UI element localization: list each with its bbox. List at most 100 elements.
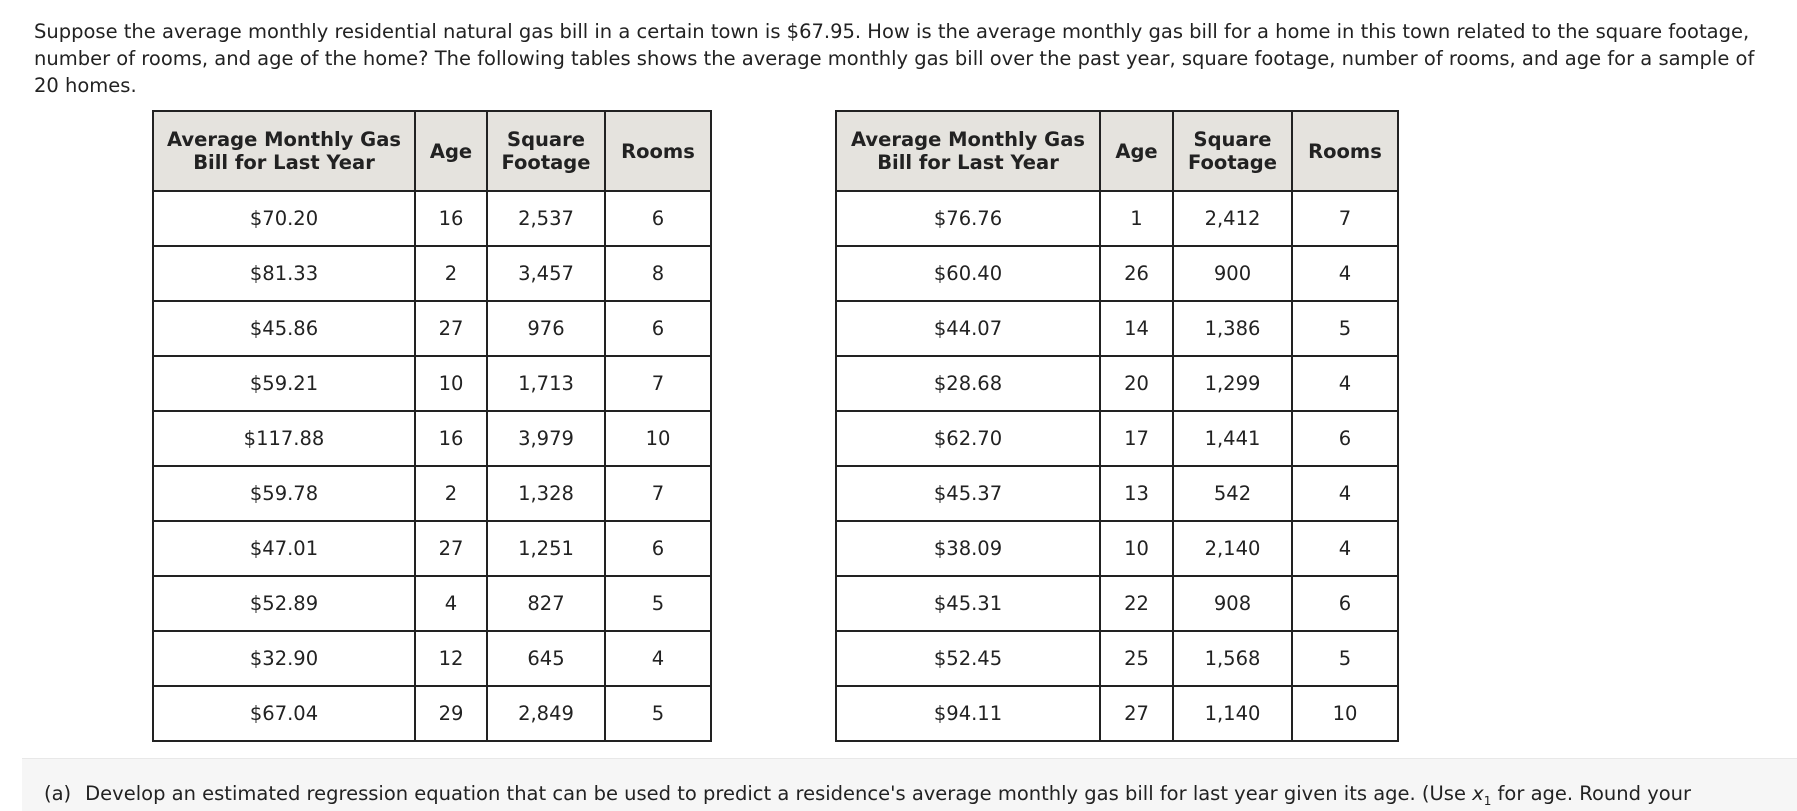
cell-age: 20 — [1099, 355, 1174, 412]
table-row: $117.88 16 3,979 10 — [152, 410, 712, 467]
cell-rooms: 4 — [1291, 465, 1399, 522]
header-bill: Average Monthly Gas Bill for Last Year — [152, 110, 416, 192]
cell-rooms: 7 — [604, 465, 712, 522]
table-row: $44.07 14 1,386 5 — [835, 300, 1399, 357]
header-sq-line1: Square — [1193, 128, 1272, 151]
variable-subscript: 1 — [1483, 794, 1492, 808]
data-table-left: Average Monthly Gas Bill for Last Year A… — [152, 110, 712, 742]
cell-age: 4 — [414, 575, 488, 632]
cell-square-footage: 2,537 — [486, 190, 606, 247]
cell-bill: $94.11 — [835, 685, 1101, 742]
table-row: $67.04 29 2,849 5 — [152, 685, 712, 742]
cell-rooms: 7 — [1291, 190, 1399, 247]
cell-bill: $117.88 — [152, 410, 416, 467]
table-row: $52.45 25 1,568 5 — [835, 630, 1399, 687]
cell-bill: $28.68 — [835, 355, 1101, 412]
cell-square-footage: 2,849 — [486, 685, 606, 742]
cell-square-footage: 3,457 — [486, 245, 606, 302]
table-row: $60.40 26 900 4 — [835, 245, 1399, 302]
cell-bill: $59.78 — [152, 465, 416, 522]
cell-rooms: 5 — [1291, 300, 1399, 357]
header-square-footage: Square Footage — [486, 110, 606, 192]
header-square-footage: Square Footage — [1172, 110, 1293, 192]
part-a-question: (a) Develop an estimated regression equat… — [44, 780, 1691, 811]
cell-rooms: 7 — [604, 355, 712, 412]
table-body-right: $76.76 1 2,412 7 $60.40 26 900 4 $44.07 14 1,386 5 $… — [835, 190, 1399, 742]
cell-rooms: 10 — [604, 410, 712, 467]
part-a-text-after: for age. Round your — [1491, 782, 1692, 805]
header-sq-line2: Footage — [1188, 151, 1277, 174]
cell-rooms: 10 — [1291, 685, 1399, 742]
cell-bill: $59.21 — [152, 355, 416, 412]
header-bill-line1: Average Monthly Gas — [167, 128, 401, 151]
cell-square-footage: 3,979 — [486, 410, 606, 467]
cell-rooms: 4 — [1291, 355, 1399, 412]
cell-age: 13 — [1099, 465, 1174, 522]
cell-square-footage: 976 — [486, 300, 606, 357]
table-header-row: Average Monthly Gas Bill for Last Year A… — [152, 110, 712, 192]
cell-bill: $32.90 — [152, 630, 416, 687]
table-row: $62.70 17 1,441 6 — [835, 410, 1399, 467]
cell-rooms: 6 — [1291, 410, 1399, 467]
header-sq-line1: Square — [507, 128, 585, 151]
cell-bill: $76.76 — [835, 190, 1101, 247]
cell-age: 1 — [1099, 190, 1174, 247]
cell-square-footage: 827 — [486, 575, 606, 632]
cell-age: 26 — [1099, 245, 1174, 302]
table-row: $38.09 10 2,140 4 — [835, 520, 1399, 577]
cell-rooms: 5 — [604, 685, 712, 742]
cell-age: 17 — [1099, 410, 1174, 467]
table-body-left: $70.20 16 2,537 6 $81.33 2 3,457 8 $45.86 27 976 6 $… — [152, 190, 712, 742]
cell-square-footage: 1,299 — [1172, 355, 1293, 412]
cell-bill: $52.45 — [835, 630, 1101, 687]
cell-bill: $62.70 — [835, 410, 1101, 467]
cell-rooms: 6 — [604, 190, 712, 247]
cell-bill: $45.86 — [152, 300, 416, 357]
cell-bill: $47.01 — [152, 520, 416, 577]
cell-age: 25 — [1099, 630, 1174, 687]
cell-square-footage: 1,441 — [1172, 410, 1293, 467]
cell-age: 2 — [414, 465, 488, 522]
cell-age: 29 — [414, 685, 488, 742]
table-row: $59.78 2 1,328 7 — [152, 465, 712, 522]
header-age: Age — [414, 110, 488, 192]
header-sq-line2: Footage — [501, 151, 591, 174]
cell-age: 10 — [414, 355, 488, 412]
cell-square-footage: 908 — [1172, 575, 1293, 632]
header-age: Age — [1099, 110, 1174, 192]
header-bill-line2: Bill for Last Year — [877, 151, 1059, 174]
cell-age: 22 — [1099, 575, 1174, 632]
cell-square-footage: 542 — [1172, 465, 1293, 522]
table-row: $32.90 12 645 4 — [152, 630, 712, 687]
header-bill: Average Monthly Gas Bill for Last Year — [835, 110, 1101, 192]
cell-age: 16 — [414, 190, 488, 247]
table-row: $28.68 20 1,299 4 — [835, 355, 1399, 412]
cell-square-footage: 1,386 — [1172, 300, 1293, 357]
part-a-text-before: Develop an estimated regression equation… — [85, 782, 1473, 805]
variable-x: x — [1472, 782, 1484, 805]
table-row: $94.11 27 1,140 10 — [835, 685, 1399, 742]
table-row: $70.20 16 2,537 6 — [152, 190, 712, 247]
table-row: $52.89 4 827 5 — [152, 575, 712, 632]
cell-bill: $44.07 — [835, 300, 1101, 357]
part-a-label: (a) — [44, 782, 72, 805]
header-rooms: Rooms — [1291, 110, 1399, 192]
cell-square-footage: 1,140 — [1172, 685, 1293, 742]
cell-rooms: 6 — [1291, 575, 1399, 632]
table-header-row: Average Monthly Gas Bill for Last Year A… — [835, 110, 1399, 192]
table-row: $59.21 10 1,713 7 — [152, 355, 712, 412]
cell-bill: $38.09 — [835, 520, 1101, 577]
cell-square-footage: 900 — [1172, 245, 1293, 302]
table-row: $47.01 27 1,251 6 — [152, 520, 712, 577]
table-row: $81.33 2 3,457 8 — [152, 245, 712, 302]
table-row: $45.86 27 976 6 — [152, 300, 712, 357]
cell-age: 16 — [414, 410, 488, 467]
table-row: $45.31 22 908 6 — [835, 575, 1399, 632]
cell-bill: $70.20 — [152, 190, 416, 247]
cell-age: 12 — [414, 630, 488, 687]
cell-age: 27 — [414, 300, 488, 357]
cell-square-footage: 1,568 — [1172, 630, 1293, 687]
cell-square-footage: 1,328 — [486, 465, 606, 522]
cell-bill: $67.04 — [152, 685, 416, 742]
cell-square-footage: 645 — [486, 630, 606, 687]
